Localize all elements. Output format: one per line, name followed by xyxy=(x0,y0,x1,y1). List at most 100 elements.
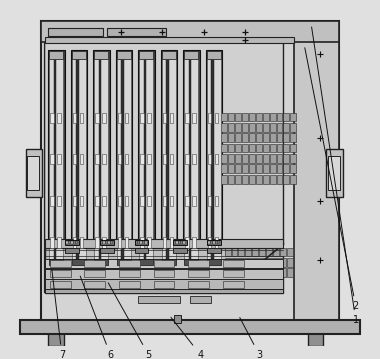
Bar xyxy=(41,21,339,42)
Bar xyxy=(107,28,166,36)
Bar xyxy=(50,270,71,278)
Bar xyxy=(207,248,221,253)
Bar xyxy=(239,248,244,256)
Bar xyxy=(118,112,121,123)
Bar xyxy=(270,175,276,183)
Bar xyxy=(136,241,137,244)
Bar xyxy=(169,237,173,248)
Bar xyxy=(223,270,244,278)
Bar xyxy=(290,154,296,163)
Bar xyxy=(162,59,176,263)
Bar xyxy=(102,112,106,123)
Bar xyxy=(249,123,255,131)
Bar xyxy=(44,279,283,289)
Bar xyxy=(190,296,211,303)
Bar xyxy=(41,21,339,322)
Bar xyxy=(270,112,276,121)
Bar xyxy=(71,241,73,244)
Bar xyxy=(169,196,173,206)
Bar xyxy=(147,237,150,248)
Bar xyxy=(263,112,269,121)
Bar xyxy=(138,241,139,244)
Bar xyxy=(57,112,60,123)
Bar xyxy=(72,51,86,59)
Bar xyxy=(188,59,192,263)
Bar xyxy=(290,164,296,173)
Bar xyxy=(280,258,286,267)
Bar xyxy=(125,237,128,248)
Bar xyxy=(249,154,255,163)
Bar xyxy=(21,320,359,334)
Bar xyxy=(141,241,142,244)
Bar xyxy=(263,123,269,131)
Bar xyxy=(263,154,269,163)
Bar xyxy=(207,59,221,263)
Bar xyxy=(294,21,339,322)
Bar xyxy=(249,133,255,142)
Bar xyxy=(270,154,276,163)
Bar xyxy=(73,112,76,123)
Bar xyxy=(263,144,269,152)
Bar xyxy=(283,144,289,152)
Bar xyxy=(69,241,70,244)
Bar xyxy=(166,59,169,263)
Bar xyxy=(48,334,63,346)
Bar xyxy=(154,270,174,278)
Bar xyxy=(73,237,76,248)
Bar xyxy=(213,241,215,244)
Bar xyxy=(270,123,276,131)
Bar xyxy=(280,248,286,256)
Bar xyxy=(48,50,65,265)
Bar xyxy=(283,123,289,131)
Bar xyxy=(147,196,150,206)
Bar xyxy=(207,258,221,265)
Bar xyxy=(73,196,76,206)
Bar xyxy=(147,154,150,164)
Text: 3: 3 xyxy=(240,317,262,359)
Bar xyxy=(79,237,83,248)
Bar xyxy=(207,239,221,245)
Bar xyxy=(256,123,262,131)
Bar xyxy=(273,248,279,256)
Bar xyxy=(185,196,188,206)
Bar xyxy=(207,196,211,206)
Bar xyxy=(84,260,105,267)
Bar xyxy=(277,123,282,131)
Bar xyxy=(277,164,282,173)
Text: 4: 4 xyxy=(171,317,203,359)
Bar xyxy=(73,154,76,164)
Bar xyxy=(183,50,200,265)
Bar xyxy=(76,241,78,244)
Bar xyxy=(263,133,269,142)
Bar xyxy=(192,196,196,206)
Bar xyxy=(119,260,140,267)
Bar xyxy=(162,51,176,59)
Text: 2: 2 xyxy=(305,48,359,311)
Bar xyxy=(121,59,124,263)
Bar xyxy=(44,269,283,279)
Bar xyxy=(138,296,180,303)
Bar xyxy=(163,196,166,206)
Bar xyxy=(277,133,282,142)
Bar xyxy=(44,37,294,43)
Bar xyxy=(228,133,234,142)
Bar xyxy=(185,237,188,248)
Bar xyxy=(57,237,60,248)
Bar xyxy=(95,154,98,164)
Bar xyxy=(242,175,248,183)
Bar xyxy=(223,260,244,267)
Bar xyxy=(57,154,60,164)
Bar xyxy=(235,112,241,121)
Bar xyxy=(266,268,272,277)
Bar xyxy=(235,133,241,142)
Bar xyxy=(242,154,248,163)
Bar xyxy=(283,154,289,163)
Bar xyxy=(239,258,244,267)
Bar xyxy=(173,248,187,253)
Bar xyxy=(50,237,54,248)
Bar xyxy=(259,248,265,256)
Bar xyxy=(273,268,279,277)
Bar xyxy=(49,51,63,59)
Bar xyxy=(221,164,227,173)
Bar xyxy=(215,241,217,244)
